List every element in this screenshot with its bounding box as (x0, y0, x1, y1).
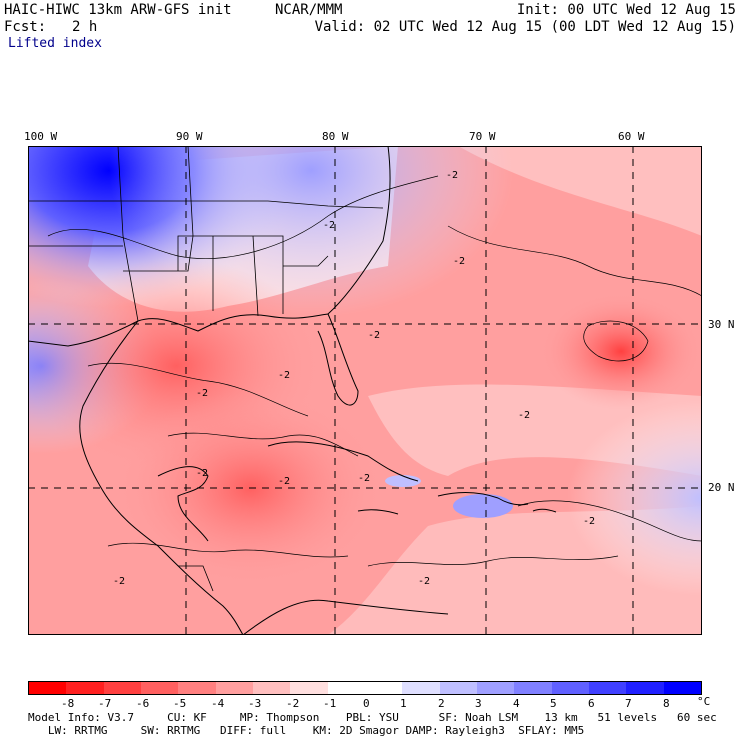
colorbar-tick: 8 (663, 697, 670, 710)
contour-label-group: -2 -2 -2 -2 -2 -2 -2 -2 -2 -2 -2 -2 -2 (113, 170, 595, 587)
field-name: Lifted index (8, 36, 102, 51)
colorbar-tick: 5 (550, 697, 557, 710)
lon-label-100w: 100 W (24, 130, 58, 143)
contour-label: -2 (196, 468, 208, 479)
lifted-index-map: -2 -2 -2 -2 -2 -2 -2 -2 -2 -2 -2 -2 -2 (28, 146, 702, 635)
field-blue-hispaniola (453, 494, 513, 518)
colorbar-tick: 4 (513, 697, 520, 710)
state-borders (28, 146, 384, 592)
colorbar-swatch (29, 682, 67, 694)
colorbar-swatch (66, 682, 104, 694)
map-frame (28, 146, 702, 635)
organization-label: NCAR/MMM (275, 2, 343, 18)
forecast-label: Fcst: (4, 19, 47, 35)
colorbar-tick: 7 (625, 697, 632, 710)
colorbar-swatch (364, 682, 403, 694)
colorbar-swatch (327, 682, 365, 694)
colorbar-tick: -1 (323, 697, 337, 710)
colorbar-tick: -3 (248, 697, 262, 710)
colorbar-tick: 2 (438, 697, 445, 710)
colorbar-swatch (252, 682, 291, 694)
contour-lines (47, 175, 702, 567)
colorbar-unit: °C (697, 695, 711, 708)
colorbar-tick: -4 (211, 697, 225, 710)
colorbar-swatch (103, 682, 141, 694)
init-time: Init: 00 UTC Wed 12 Aug 15 (516, 2, 736, 18)
contour-label: -2 (196, 388, 208, 399)
colorbar-swatch (140, 682, 179, 694)
colorbar-swatch (551, 682, 589, 694)
colorbar-tick: -6 (136, 697, 150, 710)
model-info-line-2: LW: RRTMG SW: RRTMG DIFF: full KM: 2D Sm… (28, 724, 585, 737)
lon-label-70w: 70 W (469, 130, 496, 143)
colorbar-swatch (588, 682, 627, 694)
colorbar-tick: 0 (363, 697, 370, 710)
colorbar-tick: 1 (400, 697, 407, 710)
colorbar-tick: 6 (588, 697, 595, 710)
model-info-line-1: Model Info: V3.7 CU: KF MP: Thompson PBL… (28, 711, 717, 724)
colorbar-swatch (215, 682, 253, 694)
model-title: HAIC-HIWC 13km ARW-GFS init (4, 2, 232, 18)
colorbar-tick: 3 (475, 697, 482, 710)
colorbar-swatch (626, 682, 664, 694)
contour-label: -2 (113, 576, 125, 587)
lon-label-90w: 90 W (176, 130, 203, 143)
contour-label: -2 (278, 370, 290, 381)
colorbar-tick: -7 (98, 697, 112, 710)
colorbar-swatch (178, 682, 216, 694)
lat-label-20n: 20 N (708, 481, 735, 494)
lon-label-60w: 60 W (618, 130, 645, 143)
contour-label: -2 (278, 476, 290, 487)
colorbar-tick: -8 (61, 697, 75, 710)
valid-time: Valid: 02 UTC Wed 12 Aug 15 (00 LDT Wed … (314, 19, 736, 35)
colorbar-swatch (290, 682, 328, 694)
contour-label: -2 (358, 473, 370, 484)
colorbar-tick: -2 (286, 697, 300, 710)
contour-label: -2 (323, 220, 335, 231)
colorbar-swatch (663, 682, 701, 694)
colorbar-swatch (514, 682, 552, 694)
colorbar-swatch (476, 682, 515, 694)
contour-label: -2 (446, 170, 458, 181)
lat-lon-grid (28, 146, 702, 635)
contour-label: -2 (418, 576, 430, 587)
lon-label-80w: 80 W (322, 130, 349, 143)
field-blue-cuba-east (385, 475, 421, 487)
colorbar-swatch (439, 682, 477, 694)
field-red-atlantic (28, 146, 702, 635)
contour-label: -2 (583, 516, 595, 527)
colorbar (28, 681, 702, 695)
colorbar-swatch (402, 682, 440, 694)
contour-label: -2 (368, 330, 380, 341)
contour-label: -2 (518, 410, 530, 421)
contour-label: -2 (453, 256, 465, 267)
lat-label-30n: 30 N (708, 318, 735, 331)
colorbar-tick: -5 (173, 697, 187, 710)
forecast-hour: 2 h (72, 19, 98, 35)
